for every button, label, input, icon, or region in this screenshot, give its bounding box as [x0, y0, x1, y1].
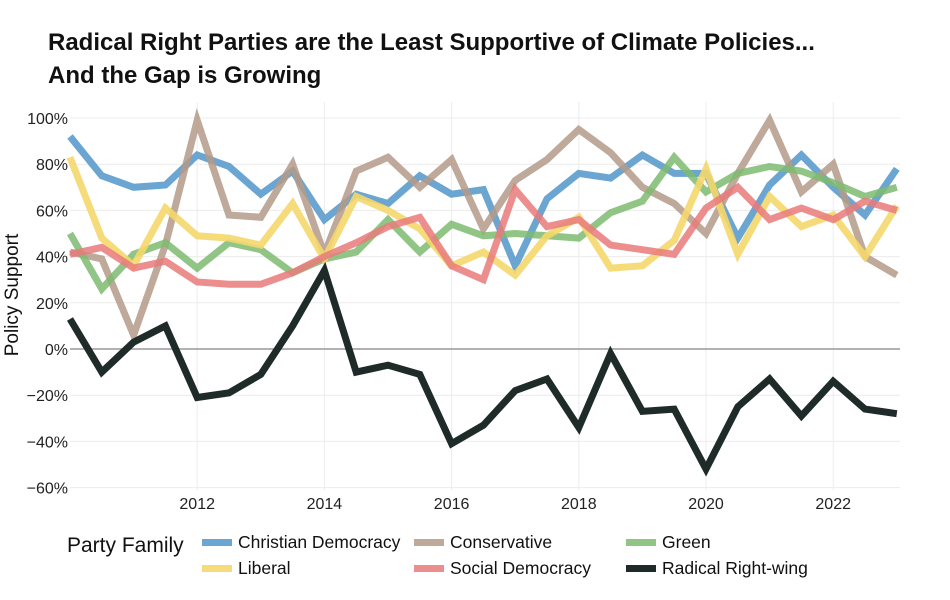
legend-label: Christian Democracy — [238, 532, 401, 552]
legend-item-social-democracy: Social Democracy — [414, 558, 591, 579]
chart-title-line-1: Radical Right Parties are the Least Supp… — [48, 29, 815, 56]
series-lines — [66, 107, 900, 477]
y-tick-label: 80% — [36, 157, 68, 174]
legend-title: Party Family — [67, 534, 184, 557]
y-tick-label: 20% — [36, 296, 68, 313]
y-tick-label: 0% — [45, 342, 68, 359]
y-axis: 100% 80% 60% 40% 20% 0% −20% −40% −60% — [27, 111, 68, 498]
chart-title: Radical Right Parties are the Least Supp… — [48, 26, 815, 92]
y-tick-label: 40% — [36, 250, 68, 267]
y-axis-label: Policy Support — [2, 233, 23, 356]
legend-swatch — [202, 565, 232, 572]
legend-item-green: Green — [626, 532, 711, 553]
series-line-green — [66, 151, 898, 295]
x-tick-label: 2022 — [815, 496, 851, 513]
legend: Party Family Christian Democracy Conserva… — [67, 530, 927, 590]
x-tick-label: 2018 — [561, 496, 597, 513]
x-tick-label: 2016 — [434, 496, 470, 513]
legend-item-liberal: Liberal — [202, 558, 291, 579]
legend-label: Social Democracy — [450, 558, 592, 578]
legend-label: Liberal — [238, 558, 291, 578]
legend-swatch — [626, 539, 656, 546]
legend-swatch — [202, 539, 232, 546]
grid — [70, 102, 900, 490]
y-tick-label: −40% — [27, 434, 68, 451]
legend-swatch — [414, 565, 444, 572]
x-tick-label: 2014 — [307, 496, 343, 513]
legend-label: Conservative — [450, 532, 553, 552]
chart-title-line-2: And the Gap is Growing — [48, 62, 322, 89]
legend-swatch — [414, 539, 444, 546]
y-tick-label: 60% — [36, 203, 68, 220]
series-line-liberal — [66, 156, 900, 280]
series-line-conservative — [69, 107, 899, 345]
x-axis: 2012 2014 2016 2018 2020 2022 — [179, 496, 851, 513]
legend-item-radical-right-wing: Radical Right-wing — [626, 558, 808, 579]
y-tick-label: −60% — [27, 481, 68, 498]
legend-swatch — [626, 565, 656, 572]
legend-item-christian-democracy: Christian Democracy — [202, 532, 400, 553]
series-line-radical-right-wing — [66, 261, 898, 477]
x-tick-label: 2012 — [179, 496, 215, 513]
legend-item-conservative: Conservative — [414, 532, 552, 553]
legend-label: Radical Right-wing — [662, 558, 808, 578]
y-tick-label: −20% — [27, 388, 68, 405]
x-tick-label: 2020 — [688, 496, 724, 513]
series-line-social-democracy — [69, 182, 898, 288]
y-tick-label: 100% — [27, 111, 68, 128]
legend-label: Green — [662, 532, 711, 552]
